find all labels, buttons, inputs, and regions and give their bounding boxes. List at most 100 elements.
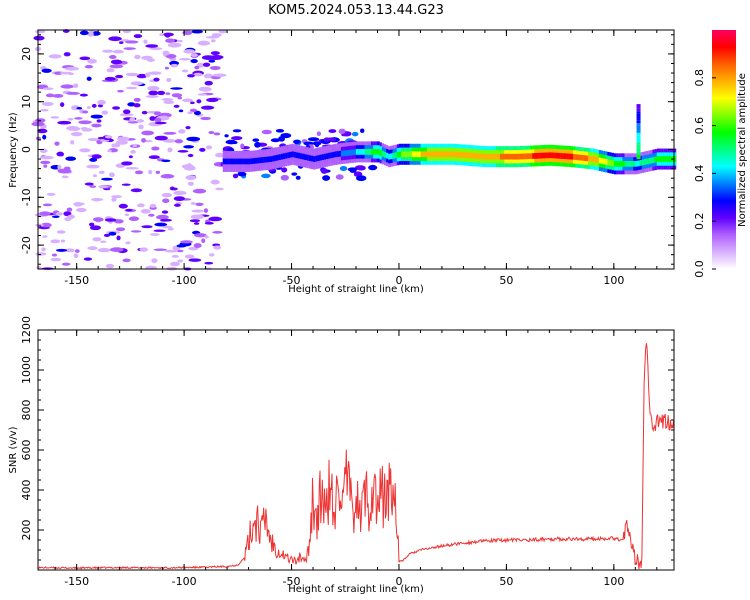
- spectrogram-trace-cell: [394, 152, 397, 159]
- spectrogram-trace-cell: [405, 151, 408, 158]
- spectrogram-trace-cell: [388, 153, 391, 160]
- spectrogram-noise-blob: [109, 247, 124, 252]
- spectrogram-x-tick-label: 0: [395, 274, 402, 287]
- spectrogram-noise-blob: [209, 65, 221, 71]
- spectrogram-trace-cell: [362, 149, 365, 155]
- spectrogram-noise-blob: [73, 202, 83, 207]
- spectrogram-noise-blob: [104, 76, 116, 81]
- spectrogram-noise-blob: [153, 229, 166, 232]
- spectrogram-noise-blob: [74, 249, 80, 253]
- spectrogram-noise-blob: [189, 219, 201, 223]
- spectrogram-noise-blob: [180, 240, 193, 244]
- spectrogram-noise-blob: [89, 157, 98, 162]
- spectrogram-noise-blob: [111, 197, 117, 202]
- spectrogram-noise-blob: [159, 33, 164, 37]
- spectrogram-noise-blob: [60, 239, 66, 243]
- spectrogram-noise-blob: [39, 211, 51, 216]
- spectrogram-noise-blob: [203, 208, 209, 213]
- spectrogram-noise-blob: [40, 222, 52, 228]
- spectrogram-trace-cell: [317, 155, 320, 161]
- spectrogram-noise-blob: [117, 89, 124, 93]
- spectrogram-trace-cell: [523, 153, 526, 160]
- spectrogram-trace-cell: [444, 151, 447, 158]
- spectrogram-noise-blob: [125, 208, 133, 212]
- spectrogram-noise-blob: [254, 141, 261, 148]
- spectrogram-trace-cell: [456, 151, 460, 158]
- snr-x-tick-label: 0: [395, 575, 402, 588]
- snr-y-tick-label: 1200: [20, 316, 33, 344]
- spectrogram-noise-blob: [118, 203, 128, 209]
- spectrogram-noise-blob: [187, 74, 195, 78]
- spectrogram-noise-blob: [100, 240, 107, 244]
- spectrogram-trace-cell: [547, 152, 550, 159]
- spectrogram-trace-cell: [280, 153, 284, 160]
- snr-panel: -150 -100 -50 0 50 100 200 400 600 800 1000 1200 H…: [8, 316, 675, 595]
- spectrogram-noise-blob: [128, 216, 140, 221]
- spectrogram-noise-blob: [166, 78, 172, 83]
- spectrogram-trace-cell: [377, 149, 380, 155]
- figure-title: KOM5.2024.053.13.44.G23: [268, 3, 444, 18]
- spectrogram-noise-blob: [171, 93, 183, 98]
- spectrogram-trace-cell: [650, 157, 653, 164]
- spectrogram-noise-blob: [151, 146, 160, 151]
- spectrogram-noise-blob: [154, 222, 168, 227]
- spectrogram-trace-cell: [564, 153, 567, 160]
- spectrogram-spike-cell: [636, 135, 641, 138]
- snr-x-tick-label: 100: [603, 575, 624, 588]
- spectrogram-noise-blob: [190, 53, 198, 58]
- spectrogram-trace-cell: [334, 151, 337, 158]
- spectrogram-noise-blob: [65, 156, 77, 161]
- spectrogram-noise-blob: [130, 230, 142, 233]
- spectrogram-noise-blob: [73, 253, 79, 259]
- spectrogram-noise-blob: [127, 102, 136, 107]
- spectrogram-spike-cell: [636, 137, 641, 140]
- spectrogram-trace-cell: [476, 153, 479, 159]
- spectrogram-noise-blob: [295, 175, 301, 180]
- spectrogram-trace-cell: [310, 155, 314, 162]
- spectrogram-noise-blob: [37, 128, 48, 134]
- spectrogram-noise-blob: [61, 175, 69, 179]
- spectrogram-trace-cell: [532, 153, 535, 159]
- spectrogram-noise-blob: [66, 91, 81, 95]
- spectrogram-trace-cell: [461, 152, 464, 158]
- spectrogram-noise-blob: [190, 101, 195, 105]
- spectrogram-noise-blob: [48, 54, 62, 59]
- spectrogram-y-tick-label: -10: [20, 188, 33, 206]
- spectrogram-noise-blob: [79, 93, 88, 97]
- spectrogram-noise-blob: [181, 69, 189, 73]
- spectrogram-noise-blob: [182, 98, 193, 103]
- spectrogram-trace-cell: [596, 157, 599, 163]
- spectrogram-noise-blob: [199, 41, 210, 45]
- spectrogram-noise-blob: [192, 188, 207, 194]
- spectrogram-noise-blob: [261, 129, 272, 135]
- spectrogram-noise-blob: [111, 143, 121, 148]
- spectrogram-noise-blob: [59, 71, 73, 75]
- spectrogram-trace-cell: [250, 158, 253, 165]
- spectrogram-noise-blob: [148, 57, 154, 63]
- spectrogram-noise-blob: [193, 110, 201, 116]
- spectrogram-x-label: Height of straight line (km): [288, 284, 424, 295]
- spectrogram-noise-blob: [97, 104, 104, 108]
- snr-y-tick-label: 400: [20, 480, 33, 501]
- spectrogram-trace-cell: [669, 156, 672, 162]
- spectrogram-x-ticks: -150 -100 -50 0 50 100: [54, 30, 658, 287]
- spectrogram-trace-cell: [246, 158, 249, 165]
- spectrogram-noise-blob: [187, 181, 194, 186]
- spectrogram-noise-blob: [78, 120, 92, 125]
- spectrogram-noise-blob: [183, 49, 196, 54]
- spectrogram-noise-blob: [164, 249, 178, 253]
- spectrogram-noise-blob: [66, 207, 73, 212]
- spectrogram-spike-cell: [636, 113, 641, 117]
- spectrogram-noise-blob: [215, 152, 225, 158]
- spectrogram-trace-cell: [321, 154, 324, 161]
- spectrogram-trace-cell: [272, 155, 275, 162]
- spectrogram-noise-blob: [153, 77, 160, 82]
- spectrogram-noise-blob: [170, 63, 179, 68]
- spectrogram-noise-blob: [208, 253, 215, 257]
- spectrogram-noise-blob: [213, 132, 221, 136]
- spectrogram-trace-cell: [441, 151, 445, 158]
- spectrogram-noise-blob: [177, 259, 184, 263]
- spectrogram-noise-blob: [167, 147, 173, 153]
- spectrogram-trace-cell: [407, 151, 410, 158]
- spectrogram-trace-cell: [512, 153, 516, 160]
